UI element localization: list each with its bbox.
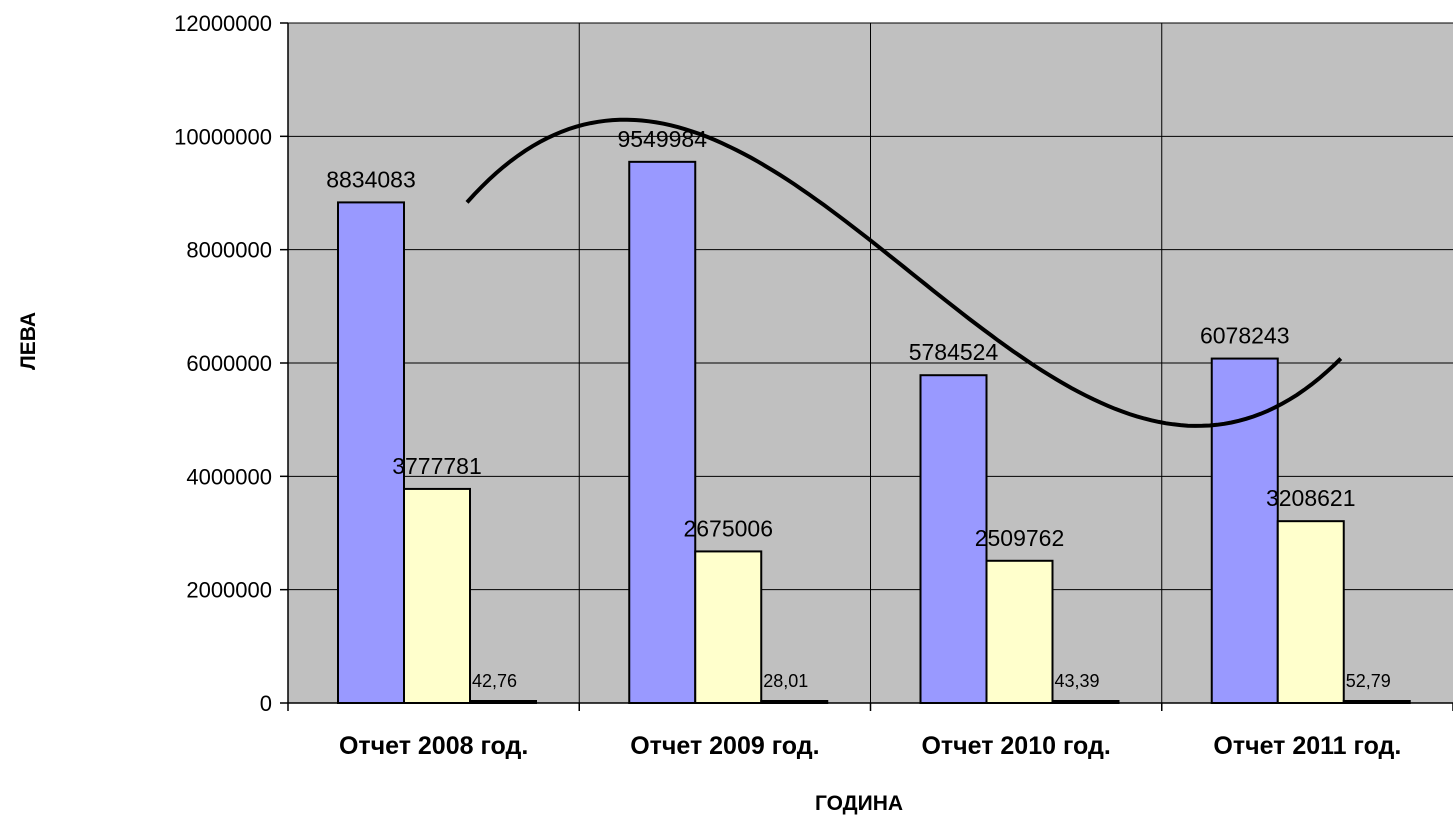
x-axis-title: ГОДИНА <box>815 792 903 815</box>
bar-s2 <box>403 487 471 704</box>
data-label: 52,79 <box>1346 671 1391 691</box>
bar-s1 <box>628 160 697 705</box>
y-tick-label: 0 <box>260 691 272 716</box>
bar-s2 <box>1276 520 1345 705</box>
data-label: 3777781 <box>392 453 482 479</box>
data-label: 6078243 <box>1200 323 1290 349</box>
data-label: 8834083 <box>326 166 416 192</box>
bar-s2 <box>985 559 1054 704</box>
data-label: 3208621 <box>1266 485 1356 511</box>
gridlines <box>288 22 1453 703</box>
data-label: 42,76 <box>472 671 517 691</box>
x-category-label: Отчет 2008 год. <box>339 732 528 760</box>
bar-s1 <box>919 374 988 704</box>
y-tick-label: 2000000 <box>186 578 272 603</box>
data-labels: 8834083 3777781 42,76 9549984 2675006 28,01 57… <box>326 126 1391 691</box>
data-label: 5784524 <box>909 339 999 365</box>
bar-s2 <box>694 550 763 704</box>
data-label: 2675006 <box>683 515 773 541</box>
trendline <box>465 117 1343 428</box>
y-axis-title: ЛЕВА <box>17 312 40 370</box>
y-tick-label: 4000000 <box>186 464 272 489</box>
data-label: 43,39 <box>1055 671 1100 691</box>
y-tick-label: 6000000 <box>186 351 272 376</box>
data-label: 2509762 <box>975 525 1065 551</box>
x-category-label: Отчет 2009 год. <box>630 732 819 760</box>
data-label: 28,01 <box>763 671 808 691</box>
x-axis-categories: Отчет 2008 год. Отчет 2009 год. Отчет 2010… <box>339 732 1401 760</box>
y-tick-label: 8000000 <box>186 238 272 263</box>
y-tick-label: 10000000 <box>174 124 272 149</box>
data-label: 9549984 <box>617 126 707 152</box>
x-category-label: Отчет 2011 год. <box>1213 732 1401 760</box>
y-axis-ticks: 0 2000000 4000000 6000000 8000000 10000000 120… <box>174 11 1453 716</box>
y-tick-label: 12000000 <box>174 11 272 36</box>
bars <box>337 160 1411 705</box>
x-category-label: Отчет 2010 год. <box>921 732 1110 760</box>
bar-s1 <box>1210 357 1279 704</box>
